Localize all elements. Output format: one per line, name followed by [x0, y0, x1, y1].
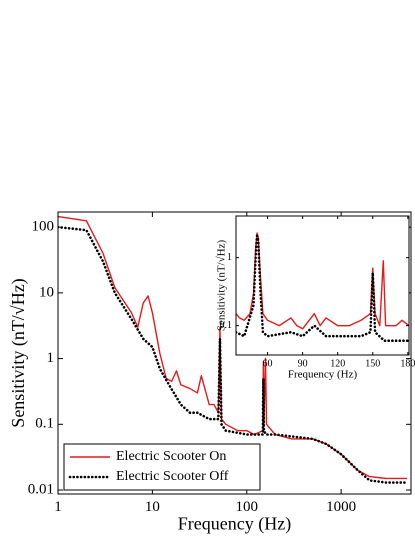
legend-box: [63, 443, 261, 491]
x-axis-label: Frequency (Hz): [288, 368, 358, 380]
x-tick-label: 1000: [326, 499, 356, 515]
x-tick-label: 60: [263, 358, 273, 369]
x-axis-label: Frequency (Hz): [178, 513, 291, 534]
x-tick-label: 150: [365, 358, 380, 369]
x-tick-label: 10: [145, 499, 160, 515]
plot-bg: [236, 216, 409, 355]
y-axis-label: Sensitivity (nT/√Hz): [216, 240, 228, 332]
x-tick-label: 180: [400, 358, 415, 369]
x-tick-label: 1: [54, 499, 62, 515]
y-tick-label: 100: [32, 219, 55, 235]
plot-area: [236, 232, 409, 343]
y-tick-label: 10: [39, 284, 54, 300]
series-line: [236, 234, 409, 343]
plot-area: [58, 215, 409, 484]
y-tick-label: 0.01: [28, 481, 54, 497]
x-tick-label: 120: [330, 358, 345, 369]
y-tick-label: 0.1: [35, 416, 54, 432]
y-tick-label: 1: [47, 350, 55, 366]
legend-label: Electric Scooter Off: [116, 469, 229, 484]
y-tick-label: 0.1: [220, 320, 233, 331]
series-line: [58, 225, 409, 484]
x-tick-label: 100: [236, 499, 259, 515]
x-tick-label: 90: [298, 358, 308, 369]
plot-frame: [235, 215, 410, 356]
y-axis-label: Sensitivity (nT/√Hz): [8, 278, 29, 427]
plot-frame: [57, 211, 412, 495]
series-line: [58, 215, 408, 480]
y-tick-label: 1: [227, 252, 232, 263]
legend-label: Electric Scooter On: [116, 449, 226, 464]
